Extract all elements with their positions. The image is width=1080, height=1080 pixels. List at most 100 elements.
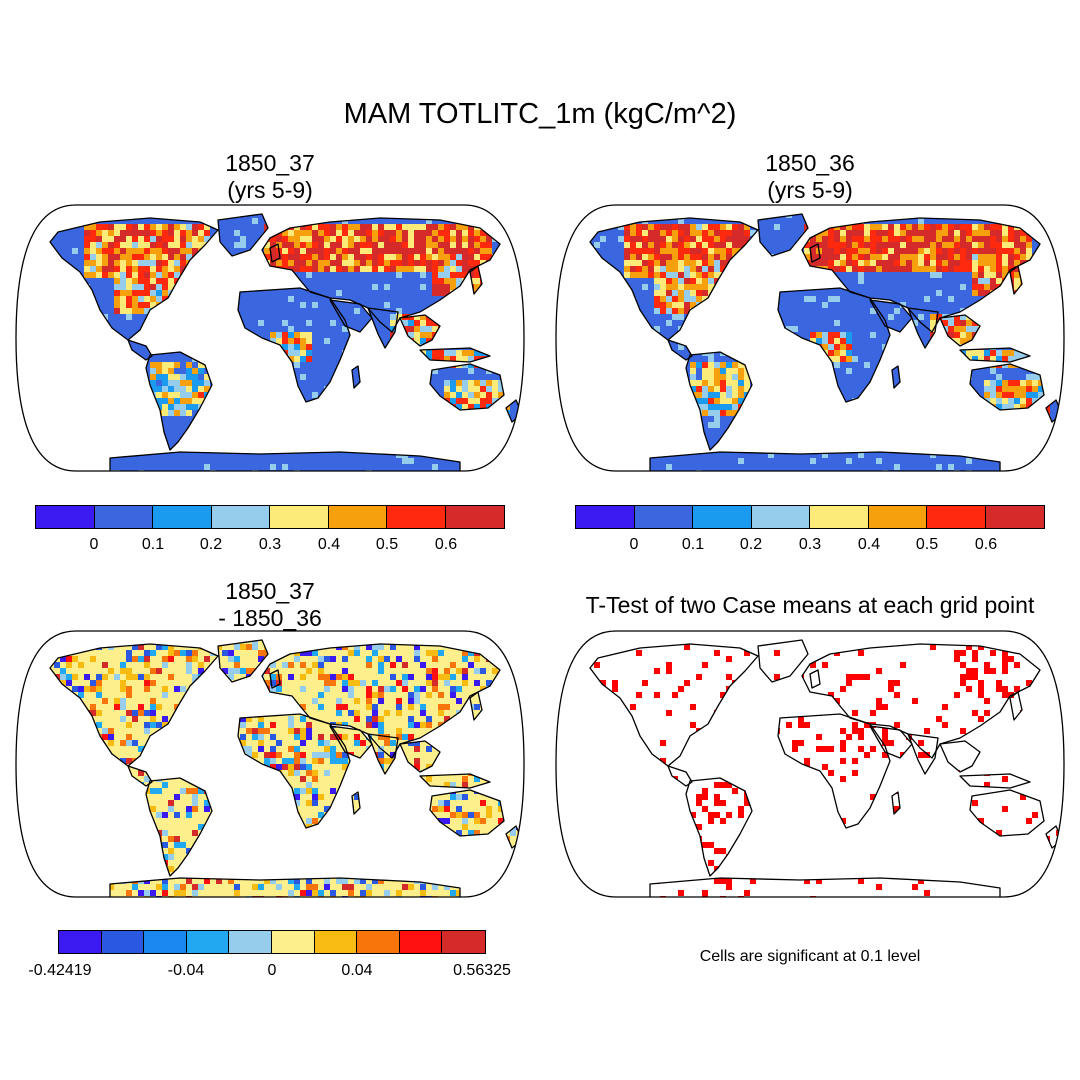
grid-cell (126, 890, 132, 896)
grid-cell (978, 680, 984, 686)
grid-cell (1008, 656, 1014, 662)
grid-cell (486, 248, 492, 254)
grid-cell (624, 242, 630, 248)
grid-cell (882, 728, 888, 734)
grid-cell (108, 260, 114, 266)
grid-cell (666, 290, 672, 296)
grid-cell (156, 368, 162, 374)
grid-cell (294, 758, 300, 764)
grid-cell (876, 248, 882, 254)
grid-cell (102, 230, 108, 236)
grid-cell (402, 686, 408, 692)
coastline-arabia (869, 725, 913, 759)
grid-cell (270, 752, 276, 758)
coastline-africa (237, 713, 351, 829)
grid-cell (966, 248, 972, 254)
grid-cell (624, 266, 630, 272)
grid-cell (678, 230, 684, 236)
grid-cell (972, 230, 978, 236)
grid-cell (732, 404, 738, 410)
grid-cell (858, 650, 864, 656)
grid-cell (306, 818, 312, 824)
grid-cell (822, 248, 828, 254)
grid-cell (642, 230, 648, 236)
grid-cell (630, 230, 636, 236)
grid-cell (672, 236, 678, 242)
grid-cell (396, 710, 402, 716)
grid-cell (426, 680, 432, 686)
grid-cell (786, 326, 792, 332)
grid-cell (180, 392, 186, 398)
grid-cell (660, 278, 666, 284)
grid-cell (0, 794, 6, 800)
grid-cell (414, 326, 420, 332)
grid-cell (678, 344, 684, 350)
grid-cell (186, 230, 192, 236)
grid-cell (150, 224, 156, 230)
grid-cell (882, 224, 888, 230)
grid-cell (144, 308, 150, 314)
grid-cell (462, 392, 468, 398)
grid-cell (438, 356, 444, 362)
grid-cell (936, 224, 942, 230)
grid-cell (270, 734, 276, 740)
grid-cell (204, 878, 210, 884)
grid-cell (462, 356, 468, 362)
grid-cell (420, 242, 426, 248)
grid-cell (18, 644, 24, 650)
grid-cell (96, 224, 102, 230)
grid-cell (990, 380, 996, 386)
grid-cell (378, 902, 384, 906)
grid-cell (282, 260, 288, 266)
grid-cell (678, 686, 684, 692)
grid-cell (0, 332, 6, 338)
coastline-southeast-asia (939, 314, 981, 347)
grid-cell (852, 758, 858, 764)
grid-cell (984, 224, 990, 230)
grid-cell (798, 722, 804, 728)
grid-cell (96, 248, 102, 254)
grid-cell (156, 272, 162, 278)
grid-cell (366, 698, 372, 704)
coastline-india (907, 733, 939, 775)
grid-cell (972, 656, 978, 662)
grid-cell (474, 704, 480, 710)
grid-cell (696, 392, 702, 398)
tick-label: 0.1 (681, 536, 705, 553)
grid-cell (990, 230, 996, 236)
grid-cell (282, 236, 288, 242)
grid-cell (414, 320, 420, 326)
grid-cell (306, 242, 312, 248)
grid-cell (948, 242, 954, 248)
grid-cell (108, 734, 114, 740)
grid-cell (384, 242, 390, 248)
grid-cell (300, 650, 306, 656)
grid-cell (996, 224, 1002, 230)
grid-cell (876, 884, 882, 890)
grid-cell (288, 764, 294, 770)
grid-cell (702, 380, 708, 386)
grid-cell (636, 248, 642, 254)
grid-cell (726, 224, 732, 230)
grid-cell (336, 902, 342, 906)
grid-cell (384, 890, 390, 896)
grid-cell (690, 284, 696, 290)
grid-cell (1002, 404, 1008, 410)
grid-cell (438, 710, 444, 716)
grid-cell (720, 380, 726, 386)
grid-cell (894, 266, 900, 272)
grid-cell (144, 302, 150, 308)
grid-cell (666, 302, 672, 308)
colorbar-swatch (985, 506, 1044, 528)
grid-cell (138, 308, 144, 314)
grid-cell (114, 704, 120, 710)
grid-cell (474, 248, 480, 254)
grid-cell (348, 254, 354, 260)
grid-cell (144, 680, 150, 686)
grid-cell (462, 824, 468, 830)
tick-label: 0 (629, 536, 639, 553)
grid-cell (522, 902, 528, 906)
grid-cell (672, 692, 678, 698)
grid-cell (936, 290, 942, 296)
grid-cell (168, 404, 174, 410)
